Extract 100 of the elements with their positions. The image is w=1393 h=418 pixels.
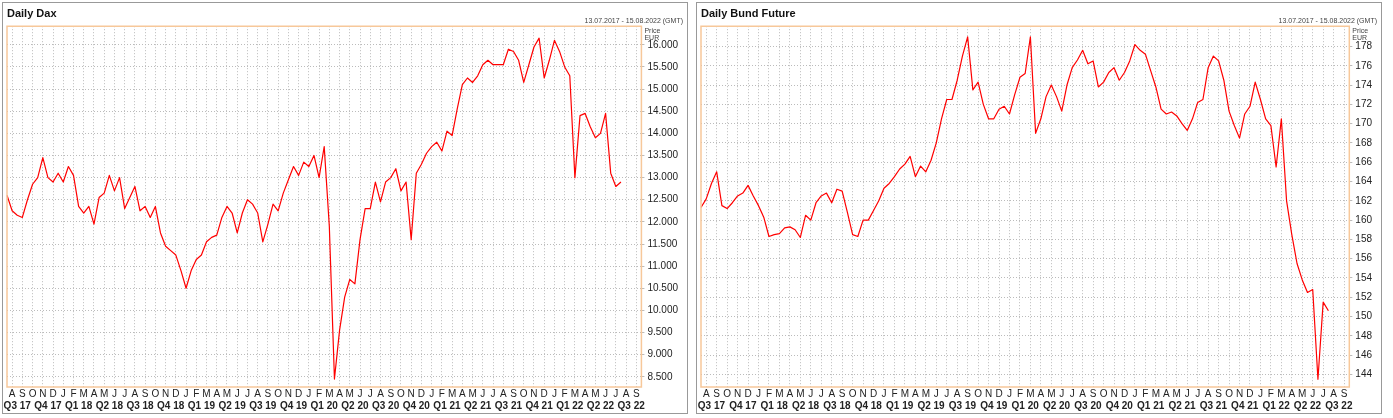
x-tick-label: J xyxy=(234,387,240,399)
x-tick-label: F xyxy=(561,387,568,399)
x-tick-label: Q1 19 xyxy=(886,399,914,411)
x-tick-label: Q3 20 xyxy=(371,399,400,411)
x-tick-label: A xyxy=(786,387,794,399)
x-tick-label: D xyxy=(995,387,1003,399)
y-tick-label: 166 xyxy=(1355,155,1373,167)
x-tick-label: M xyxy=(100,387,109,399)
x-tick-label: J xyxy=(1257,387,1263,399)
x-tick-label: M xyxy=(468,387,477,399)
x-tick-label: S xyxy=(1340,387,1348,399)
x-tick-label: M xyxy=(447,387,457,399)
x-tick-label: Q3 18 xyxy=(126,399,155,411)
x-tick-label: J xyxy=(881,387,887,399)
x-tick-label: A xyxy=(213,387,221,399)
x-tick-label: A xyxy=(1079,387,1087,399)
x-tick-label: N xyxy=(859,387,867,399)
x-tick-label: N xyxy=(161,387,170,399)
y-tick-label: 14.500 xyxy=(647,104,679,116)
x-tick-label: J xyxy=(756,387,762,399)
x-tick-label: Q2 21 xyxy=(464,399,492,411)
x-tick-label: J xyxy=(1059,387,1065,399)
x-tick-label: A xyxy=(912,387,920,399)
x-tick-label: J xyxy=(480,387,486,399)
x-tick-label: D xyxy=(417,387,426,399)
x-tick-label: J xyxy=(367,387,373,399)
x-tick-label: S xyxy=(632,387,640,399)
y-tick-label: 14.000 xyxy=(647,127,679,139)
y-tick-label: 13.500 xyxy=(647,149,679,161)
x-tick-label: S xyxy=(964,387,972,399)
x-tick-label: J xyxy=(818,387,824,399)
x-tick-label: J xyxy=(933,387,939,399)
x-tick-label: O xyxy=(397,387,406,399)
x-tick-label: J xyxy=(613,387,619,399)
x-tick-label: S xyxy=(264,387,272,399)
x-tick-label: Q2 19 xyxy=(917,399,946,411)
x-tick-label: Q3 17 xyxy=(697,399,726,411)
x-tick-label: Q1 18 xyxy=(760,399,789,411)
x-tick-label: J xyxy=(429,387,435,399)
x-tick-label: F xyxy=(765,387,773,399)
x-tick-label: M xyxy=(202,387,211,399)
x-tick-label: D xyxy=(1120,387,1129,399)
y-tick-label: 170 xyxy=(1355,117,1373,129)
x-tick-label: Q4 17 xyxy=(34,399,62,411)
y-tick-label: 9.000 xyxy=(647,348,673,360)
x-tick-label: J xyxy=(111,387,117,399)
x-tick-label: Q4 18 xyxy=(854,399,883,411)
x-tick-label: Q4 20 xyxy=(402,399,431,411)
x-tick-label: M xyxy=(1277,387,1286,399)
x-tick-label: Q2 19 xyxy=(218,399,247,411)
x-tick-label: A xyxy=(90,387,98,399)
x-tick-label: J xyxy=(1320,387,1326,399)
x-tick-label: A xyxy=(499,387,507,399)
y-tick-label: 168 xyxy=(1355,136,1373,148)
x-tick-label: Q1 21 xyxy=(1137,399,1165,411)
x-tick-label: Q4 19 xyxy=(279,399,308,411)
x-tick-label: J xyxy=(183,387,189,399)
x-tick-label: Q4 19 xyxy=(980,399,1008,411)
y-tick-label: 160 xyxy=(1355,213,1373,225)
x-tick-label: A xyxy=(254,387,262,399)
x-tick-label: D xyxy=(49,387,57,399)
x-tick-label: Q1 18 xyxy=(65,399,93,411)
y-tick-label: 13.000 xyxy=(647,171,679,183)
x-tick-label: A xyxy=(131,387,139,399)
x-tick-label: Q2 20 xyxy=(1042,399,1071,411)
x-tick-label: M xyxy=(591,387,600,399)
x-tick-label: S xyxy=(838,387,846,399)
x-tick-label: A xyxy=(459,387,467,399)
x-tick-label: Q4 21 xyxy=(525,399,554,411)
x-tick-label: J xyxy=(60,387,66,399)
x-tick-label: N xyxy=(39,387,47,399)
y-tick-label: 178 xyxy=(1355,40,1373,52)
x-tick-label: A xyxy=(1288,387,1296,399)
x-tick-label: N xyxy=(984,387,993,399)
x-tick-label: D xyxy=(744,387,752,399)
x-tick-label: M xyxy=(1172,387,1181,399)
x-tick-label: J xyxy=(490,387,496,399)
x-tick-label: Q2 18 xyxy=(791,399,820,411)
y-tick-label: 164 xyxy=(1355,175,1373,187)
x-tick-label: S xyxy=(1215,387,1223,399)
x-tick-label: A xyxy=(953,387,961,399)
x-tick-label: Q2 22 xyxy=(586,399,615,411)
x-tick-label: Q3 17 xyxy=(3,399,32,411)
x-tick-label: J xyxy=(551,387,557,399)
x-tick-label: A xyxy=(581,387,589,399)
y-tick-label: 9.500 xyxy=(647,326,673,338)
x-tick-label: Q3 20 xyxy=(1074,399,1102,411)
x-tick-label: J xyxy=(603,387,609,399)
x-tick-label: Q2 20 xyxy=(341,399,369,411)
x-tick-label: Q4 18 xyxy=(157,399,185,411)
x-tick-label: M xyxy=(1298,387,1307,399)
x-tick-label: O xyxy=(723,387,732,399)
y-tick-label: 148 xyxy=(1355,329,1373,341)
x-tick-label: Q4 20 xyxy=(1105,399,1134,411)
x-tick-label: J xyxy=(357,387,363,399)
x-tick-label: S xyxy=(1089,387,1097,399)
y-tick-label: 12.500 xyxy=(647,193,679,205)
x-tick-label: J xyxy=(944,387,950,399)
x-tick-label: F xyxy=(438,387,445,399)
x-tick-label: O xyxy=(848,387,857,399)
